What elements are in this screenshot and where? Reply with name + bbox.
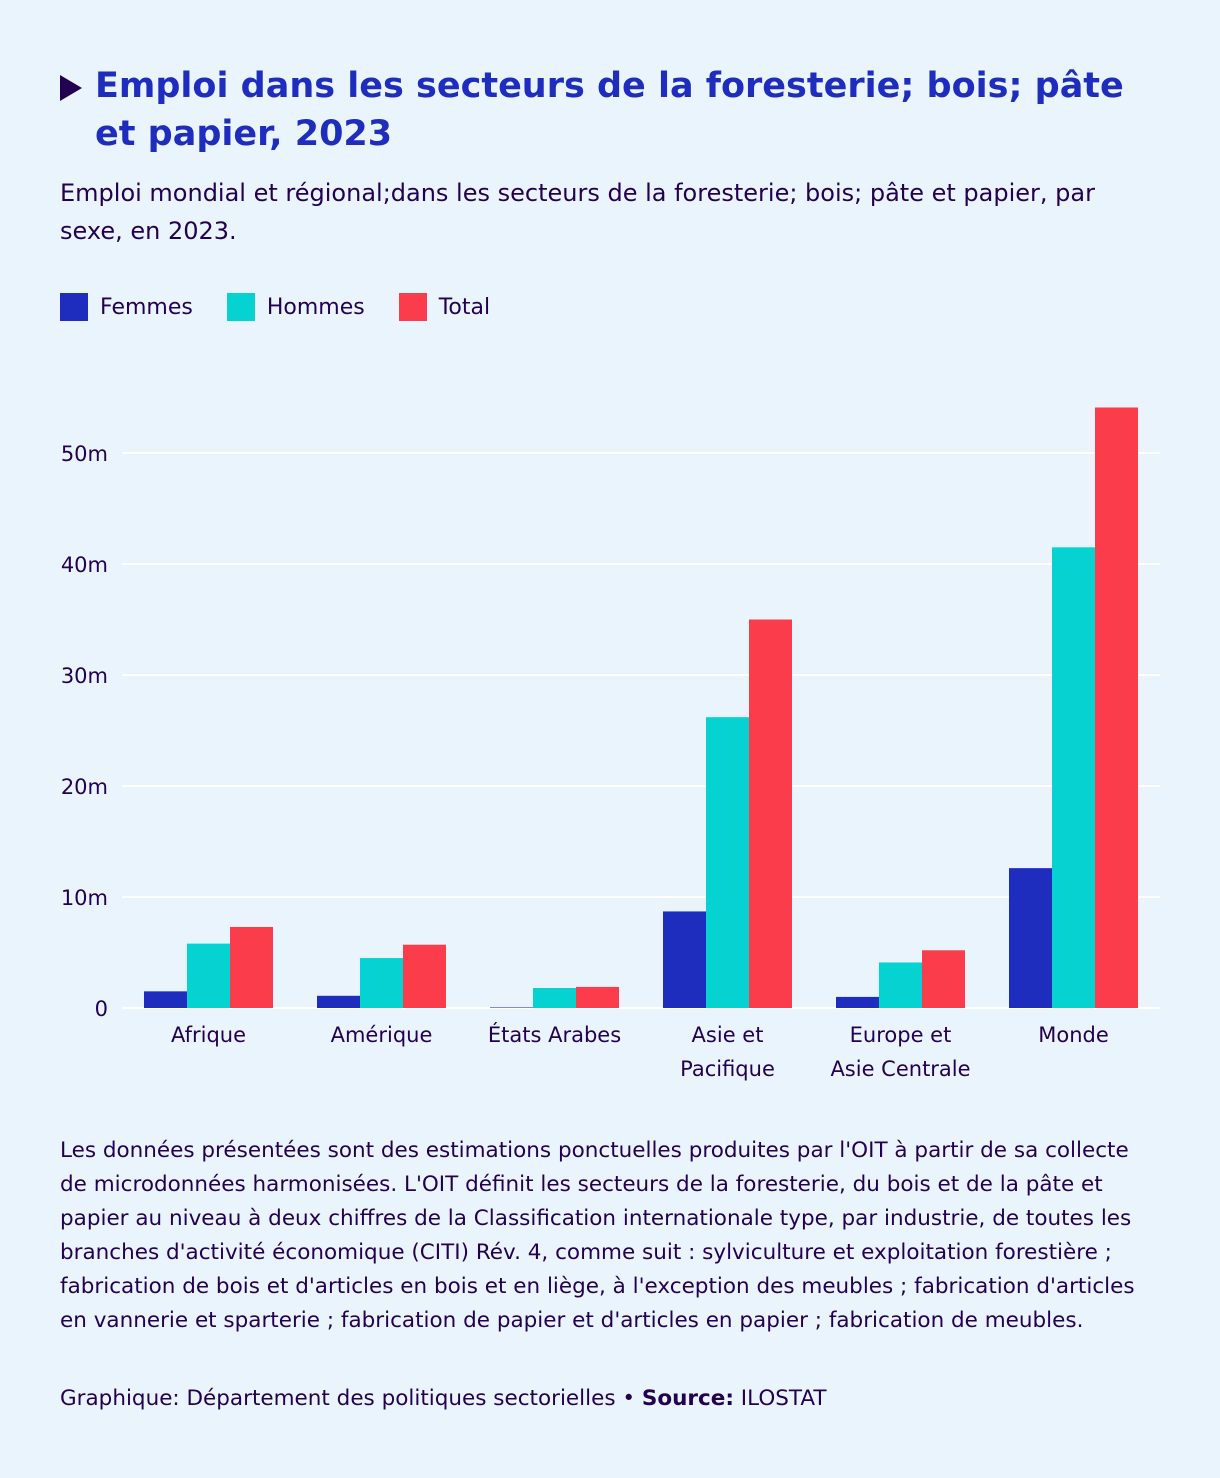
legend-item-hommes[interactable]: Hommes	[226, 293, 365, 321]
bar-chart: 0 10m 20m 30m 40m 50m Afrique Amérique États Ara…	[61, 407, 1160, 1081]
bar-femmes	[836, 996, 879, 1008]
x-tick-label: Monde	[1038, 1023, 1109, 1047]
y-tick-label: 40m	[61, 553, 108, 577]
bar-femmes	[144, 991, 187, 1008]
source-value: ILOSTAT	[733, 1386, 827, 1411]
y-tick-label: 20m	[61, 775, 108, 799]
legend-label-hommes: Hommes	[266, 294, 365, 320]
x-tick-label: Amérique	[331, 1023, 433, 1047]
methodology-note: Les données présentées sont des estimati…	[60, 1138, 1135, 1333]
title-block: Emploi dans les secteurs de la foresteri…	[60, 62, 1160, 158]
bar-femmes	[1009, 868, 1052, 1008]
x-tick-label: Afrique	[171, 1023, 246, 1047]
bar-total	[403, 944, 446, 1008]
title-triangle-icon	[60, 75, 82, 101]
bar-total	[1095, 407, 1138, 1008]
legend: Femmes Hommes Total	[60, 293, 490, 321]
bar-total	[230, 926, 273, 1008]
bar-hommes	[187, 943, 230, 1008]
bar-femmes	[317, 995, 360, 1008]
source-label: Source:	[641, 1386, 734, 1411]
bar-total	[749, 619, 792, 1008]
bar-femmes	[490, 1007, 533, 1008]
credit-prefix: Graphique: Département des politiques se…	[60, 1386, 642, 1411]
bar-hommes	[706, 717, 749, 1008]
chart-title: Emploi dans les secteurs de la foresteri…	[95, 66, 1124, 154]
legend-swatch-total	[398, 293, 427, 321]
legend-swatch-femmes	[60, 293, 88, 321]
credit-line: Graphique: Département des politiques se…	[60, 1382, 827, 1416]
bar-hommes	[1052, 547, 1095, 1008]
legend-item-total[interactable]: Total	[398, 293, 491, 321]
y-tick-label: 30m	[61, 664, 108, 688]
bar-hommes	[879, 962, 922, 1008]
legend-item-femmes[interactable]: Femmes	[60, 293, 193, 321]
x-tick-label: États Arabes	[488, 1022, 621, 1047]
chart-subtitle: Emploi mondial et régional;dans les sect…	[60, 179, 1095, 245]
y-tick-label: 50m	[61, 442, 108, 466]
x-tick-label: Europe et Asie Centrale	[830, 1023, 970, 1081]
bar-femmes	[663, 911, 706, 1008]
bar-total	[576, 986, 619, 1008]
x-tick-label: Asie et Pacifique	[680, 1023, 775, 1081]
y-tick-label: 0	[95, 997, 108, 1021]
legend-label-femmes: Femmes	[100, 294, 193, 320]
legend-label-total: Total	[438, 294, 491, 320]
legend-swatch-hommes	[226, 293, 255, 321]
bar-hommes	[533, 988, 576, 1008]
bar-total	[922, 950, 965, 1008]
bar-hommes	[360, 958, 403, 1008]
y-tick-label: 10m	[61, 886, 108, 910]
